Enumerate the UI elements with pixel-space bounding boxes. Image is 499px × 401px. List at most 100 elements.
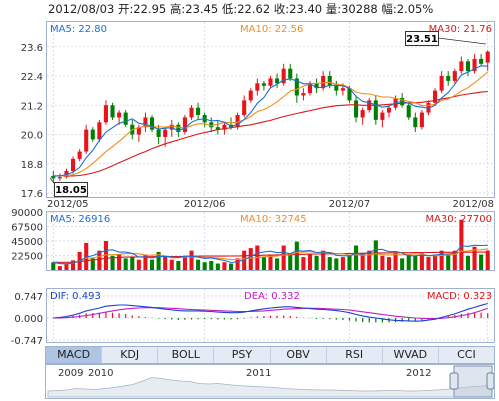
candle-body [176,124,181,133]
candlestick [281,63,286,86]
max-price-label: 23.51 [406,34,438,45]
candlestick [307,80,313,96]
axis-labels: 23.6 22.4 21.2 20.0 18.8 17.6 2012/05 2012/06 20… [11,43,494,347]
volume-bar [281,245,286,270]
candlestick [288,63,293,81]
candlestick [51,171,56,183]
macd-tick-label: 0.000 [14,314,43,325]
candle-body [479,58,484,64]
volume-panel-frame [46,211,495,271]
volume-tick-label: 67500 [11,223,43,234]
volume-legend-ma10: MA10: 32745 [240,214,307,225]
volume-bar [90,258,95,270]
volume-bar [70,260,76,270]
candle-body [433,90,438,103]
candle-body [406,105,411,118]
candlestick [77,149,82,162]
candle-body [413,117,418,128]
tab-boll[interactable]: BOLL [157,347,213,363]
candle-body [301,93,306,96]
candle-body [57,177,62,179]
navigator-left-handle[interactable] [449,372,459,390]
volume-bar [169,259,174,270]
tab-kdj[interactable]: KDJ [101,347,157,363]
tab-wvad[interactable]: WVAD [381,347,438,363]
navigator-year-label: 2010 [88,368,113,379]
volume-bar [360,254,365,270]
price-legend-ma10: MA10: 22.56 [240,24,303,35]
candlestick [301,88,306,101]
price-tick-label: 20.0 [21,131,43,142]
candlestick [446,71,451,86]
candlestick [406,102,411,120]
volume-bar [222,262,227,270]
candle-body [189,107,194,118]
candlestick [433,88,438,106]
navigator-year-label: 2011 [246,368,271,379]
tab-psy[interactable]: PSY [213,347,269,363]
candlestick [117,110,122,125]
candlestick [380,110,385,128]
candlestick [275,73,280,89]
volume-bar [380,255,385,270]
candle-body [386,107,392,113]
volume-bar [57,266,62,270]
candle-body [281,68,286,84]
macd-legend-macd: MACD: 0.323 [427,291,492,302]
navigator-right-handle[interactable] [486,372,494,390]
date-tick-label: 2012/08 [452,199,494,210]
candlestick [196,102,201,120]
price-tick-label: 18.8 [21,160,43,171]
tab-macd[interactable]: MACD [46,347,102,363]
candlestick [189,105,194,120]
tab-cci[interactable]: CCI [437,347,494,363]
volume-bar [386,257,392,270]
candlestick [485,50,490,71]
candlestick [465,58,471,76]
candle-body [419,112,424,128]
volume-bar [373,240,378,270]
candlestick [439,71,444,94]
volume-bar [117,254,122,270]
volume-bar [413,255,418,270]
candle-body [360,110,365,118]
candle-body [103,105,108,123]
candlestick [176,122,181,137]
candlestick [64,168,69,179]
volume-bar [275,258,280,270]
candle-body [90,129,95,140]
price-tick-label: 22.4 [21,72,43,83]
volume-bar [340,257,345,270]
candlestick [268,76,273,89]
candlestick [248,88,253,103]
tab-rsi[interactable]: RSI [325,347,382,363]
macd-panel-frame [46,288,495,343]
candlestick [90,127,95,142]
macd-series [53,302,489,323]
date-tick-label: 2012/06 [184,199,226,210]
price-tick-label: 23.6 [21,43,43,54]
candlestick [386,105,392,118]
candle-body [452,71,457,81]
tab-obv[interactable]: OBV [269,347,326,363]
candle-body [288,68,293,79]
candlestick [360,107,365,125]
price-legend-ma5: MA5: 22.80 [50,24,107,35]
macd-tick-label: 0.747 [14,292,43,303]
candlestick [156,124,161,145]
candlestick [84,124,89,154]
volume-bar [202,262,207,270]
candle-body [70,158,76,172]
candle-body [347,88,352,101]
min-price-label: 18.05 [55,185,87,196]
candle-body [307,83,313,94]
candlestick [242,95,247,118]
candlestick [57,173,62,181]
candlestick [255,78,260,96]
candlestick [294,73,299,103]
candlestick [110,102,115,120]
candlestick [459,56,464,74]
min-price-callout: 18.05 [49,177,88,197]
volume-bar [321,250,326,270]
volume-bar [419,253,424,270]
